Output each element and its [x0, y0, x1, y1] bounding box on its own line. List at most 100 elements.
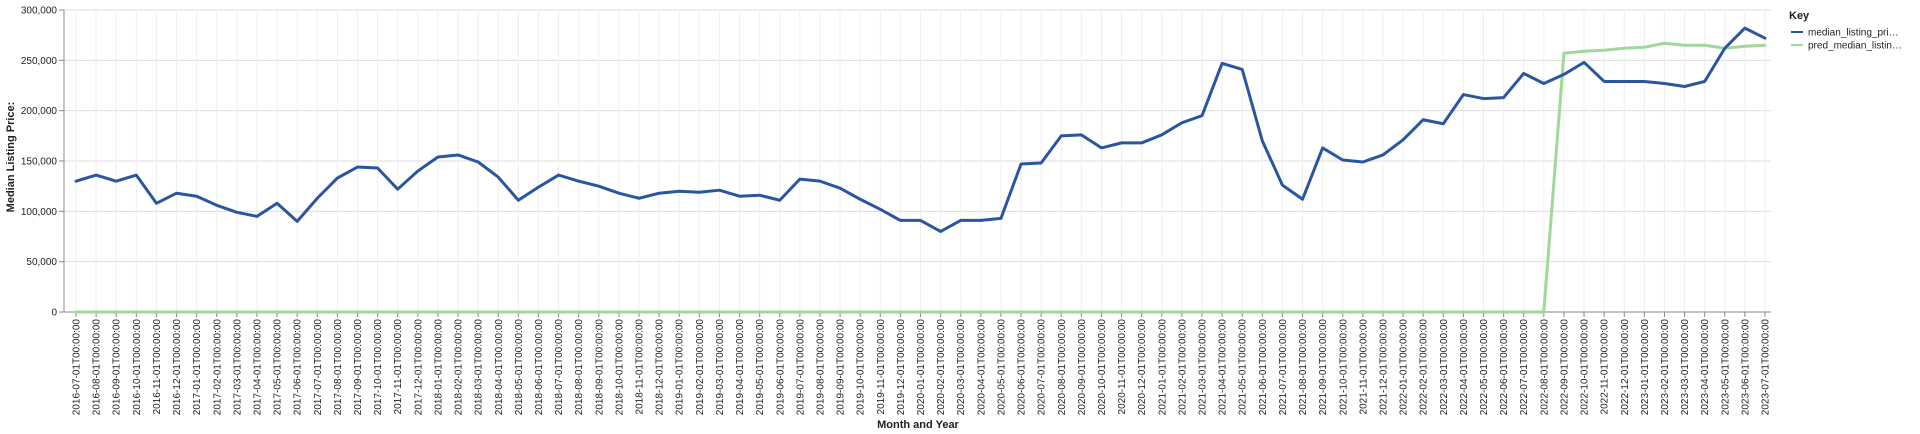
series-line-pred-median-listing-price [74, 41, 1767, 314]
x-tick-label: 2021-09-01T00:00:00 [1318, 319, 1329, 416]
y-axis: 0 50,000 100,000 150,000 200,000 250,000 300,0… [21, 6, 65, 319]
x-tick-label: 2016-08-01T00:00:00 [92, 319, 103, 416]
x-tick-label: 2017-09-01T00:00:00 [353, 319, 364, 416]
x-tick-label: 2017-07-01T00:00:00 [313, 319, 324, 416]
x-tick-label: 2018-08-01T00:00:00 [574, 319, 585, 416]
x-tick-label: 2021-01-01T00:00:00 [1157, 319, 1168, 416]
x-tick-label: 2023-06-01T00:00:00 [1740, 319, 1751, 416]
x-tick-label: 2020-12-01T00:00:00 [1137, 319, 1148, 416]
x-tick-label: 2020-01-01T00:00:00 [916, 319, 927, 416]
x-axis: 2016-07-01T00:00:00 2016-08-01T00:00:00 20… [64, 311, 1772, 416]
series-line-median-listing-price [74, 26, 1767, 233]
x-tick-label: 2022-08-01T00:00:00 [1539, 319, 1550, 416]
x-tick-label: 2021-04-01T00:00:00 [1218, 319, 1229, 416]
y-tick-label: 50,000 [26, 257, 57, 268]
x-tick-label: 2019-12-01T00:00:00 [896, 319, 907, 416]
x-tick-label: 2019-11-01T00:00:00 [876, 319, 887, 415]
x-tick-label: 2018-09-01T00:00:00 [594, 319, 605, 416]
x-tick-label: 2021-11-01T00:00:00 [1358, 319, 1369, 415]
x-tick-label: 2017-05-01T00:00:00 [273, 319, 284, 416]
x-tick-label: 2020-09-01T00:00:00 [1077, 319, 1088, 416]
x-tick-label: 2022-12-01T00:00:00 [1620, 319, 1631, 416]
x-tick-label: 2022-05-01T00:00:00 [1479, 319, 1490, 416]
series-lines [74, 26, 1767, 314]
x-tick-label: 2016-09-01T00:00:00 [112, 319, 123, 416]
x-tick-label: 2018-04-01T00:00:00 [494, 319, 505, 416]
x-tick-label: 2017-04-01T00:00:00 [252, 319, 263, 416]
x-tick-label: 2020-07-01T00:00:00 [1037, 319, 1048, 416]
x-tick-label: 2018-07-01T00:00:00 [554, 319, 565, 416]
x-tick-label: 2021-10-01T00:00:00 [1338, 319, 1349, 416]
legend-label: pred_median_listin… [1808, 41, 1902, 52]
x-tick-label: 2019-09-01T00:00:00 [836, 319, 847, 416]
x-tick-label: 2018-03-01T00:00:00 [474, 319, 485, 416]
x-tick-label: 2019-04-01T00:00:00 [735, 319, 746, 416]
x-tick-label: 2022-02-01T00:00:00 [1419, 319, 1430, 416]
x-tick-label: 2021-12-01T00:00:00 [1378, 319, 1389, 416]
x-tick-label: 2019-07-01T00:00:00 [795, 319, 806, 416]
y-tick-label: 0 [51, 308, 57, 319]
y-tick-label: 100,000 [21, 207, 58, 218]
x-tick-label: 2016-11-01T00:00:00 [152, 319, 163, 415]
x-tick-label: 2019-05-01T00:00:00 [755, 319, 766, 416]
y-tick-label: 250,000 [21, 56, 58, 67]
y-axis-title: Median Listing Price: [5, 102, 17, 213]
x-tick-label: 2020-06-01T00:00:00 [1017, 319, 1028, 416]
x-tick-label: 2020-03-01T00:00:00 [956, 319, 967, 416]
x-axis-title: Month and Year [877, 419, 959, 431]
x-tick-label: 2020-08-01T00:00:00 [1057, 319, 1068, 416]
x-tick-label: 2017-02-01T00:00:00 [212, 319, 223, 416]
grid [64, 9, 1771, 313]
x-tick-label: 2018-12-01T00:00:00 [655, 319, 666, 416]
x-tick-label: 2022-11-01T00:00:00 [1600, 319, 1611, 415]
x-tick-label: 2019-01-01T00:00:00 [675, 319, 686, 416]
x-tick-label: 2023-03-01T00:00:00 [1680, 319, 1691, 416]
legend-label: median_listing_pri… [1808, 28, 1899, 39]
x-tick-label: 2020-02-01T00:00:00 [936, 319, 947, 416]
legend-title: Key [1789, 10, 1810, 22]
x-tick-label: 2019-10-01T00:00:00 [856, 319, 867, 416]
x-tick-label: 2021-08-01T00:00:00 [1298, 319, 1309, 416]
x-tick-label: 2021-02-01T00:00:00 [1177, 319, 1188, 416]
x-tick-label: 2020-11-01T00:00:00 [1117, 319, 1128, 415]
x-tick-label: 2021-05-01T00:00:00 [1238, 319, 1249, 416]
x-tick-label: 2017-08-01T00:00:00 [333, 319, 344, 416]
x-tick-label: 2016-07-01T00:00:00 [72, 319, 83, 416]
x-tick-label: 2017-10-01T00:00:00 [373, 319, 384, 416]
x-tick-label: 2017-01-01T00:00:00 [192, 319, 203, 416]
x-tick-label: 2018-02-01T00:00:00 [454, 319, 465, 416]
x-tick-label: 2021-03-01T00:00:00 [1198, 319, 1209, 416]
x-tick-label: 2021-07-01T00:00:00 [1278, 319, 1289, 416]
x-tick-label: 2017-11-01T00:00:00 [393, 319, 404, 415]
x-tick-label: 2018-05-01T00:00:00 [514, 319, 525, 416]
x-tick-label: 2021-06-01T00:00:00 [1258, 319, 1269, 416]
x-tick-label: 2022-10-01T00:00:00 [1580, 319, 1591, 416]
legend: Key median_listing_pri… pred_median_listi… [1789, 10, 1902, 52]
y-tick-label: 150,000 [21, 157, 58, 168]
x-tick-label: 2023-05-01T00:00:00 [1720, 319, 1731, 416]
x-tick-label: 2016-10-01T00:00:00 [132, 319, 143, 416]
x-tick-label: 2018-01-01T00:00:00 [433, 319, 444, 416]
x-tick-label: 2022-03-01T00:00:00 [1439, 319, 1450, 416]
x-tick-label: 2022-01-01T00:00:00 [1399, 319, 1410, 416]
x-tick-label: 2023-01-01T00:00:00 [1640, 319, 1651, 416]
x-tick-label: 2017-12-01T00:00:00 [413, 319, 424, 416]
y-tick-label: 200,000 [21, 106, 58, 117]
x-tick-label: 2018-10-01T00:00:00 [614, 319, 625, 416]
x-tick-label: 2018-11-01T00:00:00 [635, 319, 646, 415]
x-tick-label: 2022-07-01T00:00:00 [1519, 319, 1530, 416]
x-tick-label: 2017-03-01T00:00:00 [232, 319, 243, 416]
x-tick-label: 2020-05-01T00:00:00 [996, 319, 1007, 416]
x-tick-label: 2020-04-01T00:00:00 [976, 319, 987, 416]
y-tick-label: 300,000 [21, 6, 58, 17]
x-tick-label: 2023-07-01T00:00:00 [1761, 319, 1772, 416]
x-tick-label: 2022-09-01T00:00:00 [1559, 319, 1570, 416]
x-tick-label: 2020-10-01T00:00:00 [1097, 319, 1108, 416]
x-tick-label: 2017-06-01T00:00:00 [293, 319, 304, 416]
x-tick-label: 2018-06-01T00:00:00 [534, 319, 545, 416]
x-tick-label: 2019-08-01T00:00:00 [815, 319, 826, 416]
x-tick-label: 2023-02-01T00:00:00 [1660, 319, 1671, 416]
x-tick-label: 2022-04-01T00:00:00 [1459, 319, 1470, 416]
x-tick-label: 2022-06-01T00:00:00 [1499, 319, 1510, 416]
